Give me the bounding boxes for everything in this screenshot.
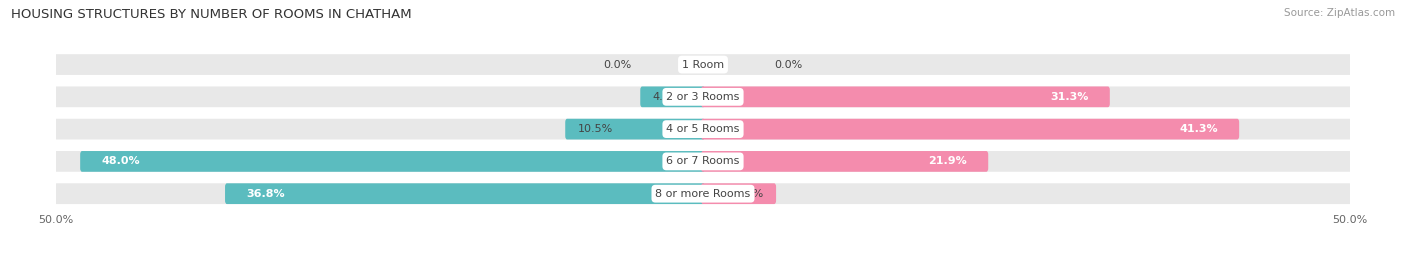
FancyBboxPatch shape (55, 86, 1351, 107)
Text: Source: ZipAtlas.com: Source: ZipAtlas.com (1284, 8, 1395, 18)
Text: 6 or 7 Rooms: 6 or 7 Rooms (666, 156, 740, 167)
Text: 0.0%: 0.0% (775, 59, 803, 70)
Text: 0.0%: 0.0% (603, 59, 631, 70)
Text: 4.7%: 4.7% (652, 92, 681, 102)
Text: 21.9%: 21.9% (928, 156, 967, 167)
Text: 4 or 5 Rooms: 4 or 5 Rooms (666, 124, 740, 134)
FancyBboxPatch shape (702, 151, 988, 172)
Text: 31.3%: 31.3% (1050, 92, 1088, 102)
FancyBboxPatch shape (702, 86, 1109, 107)
FancyBboxPatch shape (55, 119, 1351, 140)
Text: 10.5%: 10.5% (578, 124, 613, 134)
Text: 5.5%: 5.5% (735, 189, 763, 199)
Text: 1 Room: 1 Room (682, 59, 724, 70)
Text: 48.0%: 48.0% (101, 156, 141, 167)
FancyBboxPatch shape (225, 183, 704, 204)
Text: 41.3%: 41.3% (1180, 124, 1218, 134)
FancyBboxPatch shape (640, 86, 704, 107)
Text: 36.8%: 36.8% (246, 189, 285, 199)
Text: 8 or more Rooms: 8 or more Rooms (655, 189, 751, 199)
FancyBboxPatch shape (702, 183, 776, 204)
FancyBboxPatch shape (565, 119, 704, 140)
Text: HOUSING STRUCTURES BY NUMBER OF ROOMS IN CHATHAM: HOUSING STRUCTURES BY NUMBER OF ROOMS IN… (11, 8, 412, 21)
FancyBboxPatch shape (55, 183, 1351, 204)
Text: 2 or 3 Rooms: 2 or 3 Rooms (666, 92, 740, 102)
FancyBboxPatch shape (55, 151, 1351, 172)
FancyBboxPatch shape (80, 151, 704, 172)
FancyBboxPatch shape (55, 54, 1351, 75)
FancyBboxPatch shape (702, 119, 1239, 140)
